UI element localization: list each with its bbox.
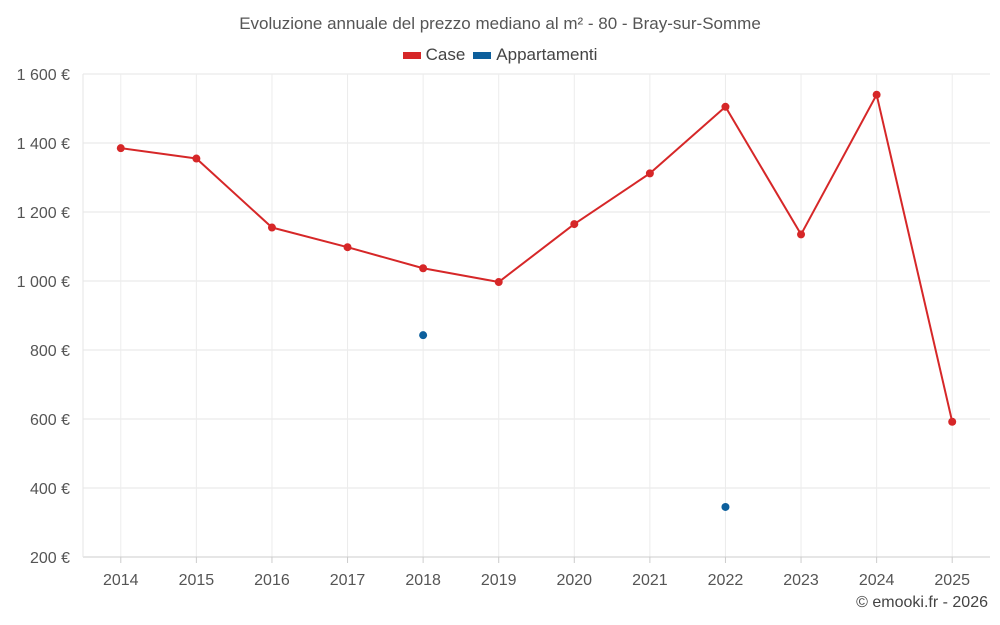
- y-tick-label: 1 200 €: [17, 205, 70, 222]
- data-point-case: [645, 169, 654, 178]
- legend-swatch-appartamenti: [473, 51, 492, 59]
- series-segment-case: [498, 223, 575, 283]
- data-point-case: [267, 223, 276, 232]
- series-segment-case: [875, 94, 954, 422]
- data-point-case: [116, 144, 125, 153]
- data-point-case: [797, 230, 806, 239]
- x-tick-label: 2022: [708, 572, 744, 589]
- y-tick-label: 400 €: [30, 481, 70, 498]
- series-segment-case: [724, 106, 802, 235]
- series-segment-case: [649, 106, 727, 175]
- x-tick-label: 2015: [179, 572, 215, 589]
- data-point-case: [343, 243, 352, 252]
- series-segment-case: [573, 172, 651, 225]
- x-tick-label: 2014: [103, 572, 139, 589]
- x-tick-label: 2024: [859, 572, 895, 589]
- series-segment-case: [800, 94, 878, 235]
- x-tick-label: 2019: [481, 572, 517, 589]
- x-tick-label: 2025: [934, 572, 970, 589]
- x-tick-label: 2018: [405, 572, 441, 589]
- y-tick-label: 1 600 €: [17, 67, 70, 84]
- y-tick-label: 800 €: [30, 343, 70, 360]
- data-point-case: [721, 102, 730, 111]
- legend-item-case[interactable]: Case: [402, 45, 466, 65]
- chart-legend: Case Appartamenti: [0, 45, 1000, 65]
- series-segment-case: [120, 147, 197, 160]
- data-point-appartamenti: [721, 502, 730, 511]
- x-tick-label: 2016: [254, 572, 290, 589]
- data-point-case: [494, 278, 503, 287]
- y-tick-label: 1 400 €: [17, 136, 70, 153]
- y-tick-label: 200 €: [30, 550, 70, 567]
- data-point-case: [872, 90, 881, 99]
- y-tick-label: 1 000 €: [17, 274, 70, 291]
- copyright-text: © emooki.fr - 2026: [856, 594, 988, 611]
- x-tick-label: 2017: [330, 572, 366, 589]
- legend-label-appartamenti: Appartamenti: [496, 45, 598, 64]
- data-point-case: [419, 264, 428, 273]
- legend-swatch-case: [402, 51, 421, 59]
- series-segment-case: [271, 226, 348, 249]
- chart-title: Evoluzione annuale del prezzo mediano al…: [239, 14, 761, 33]
- x-tick-label: 2021: [632, 572, 668, 589]
- x-tick-label: 2023: [783, 572, 819, 589]
- data-point-appartamenti: [419, 331, 428, 340]
- series-segment-case: [422, 267, 499, 284]
- series-segment-case: [195, 157, 273, 229]
- series-segment-case: [347, 246, 424, 270]
- legend-label-case: Case: [425, 45, 466, 64]
- data-point-case: [192, 154, 201, 163]
- data-point-case: [570, 220, 579, 229]
- y-tick-label: 600 €: [30, 412, 70, 429]
- legend-item-appartamenti[interactable]: Appartamenti: [473, 45, 597, 65]
- x-tick-label: 2020: [556, 572, 592, 589]
- data-point-case: [948, 417, 957, 426]
